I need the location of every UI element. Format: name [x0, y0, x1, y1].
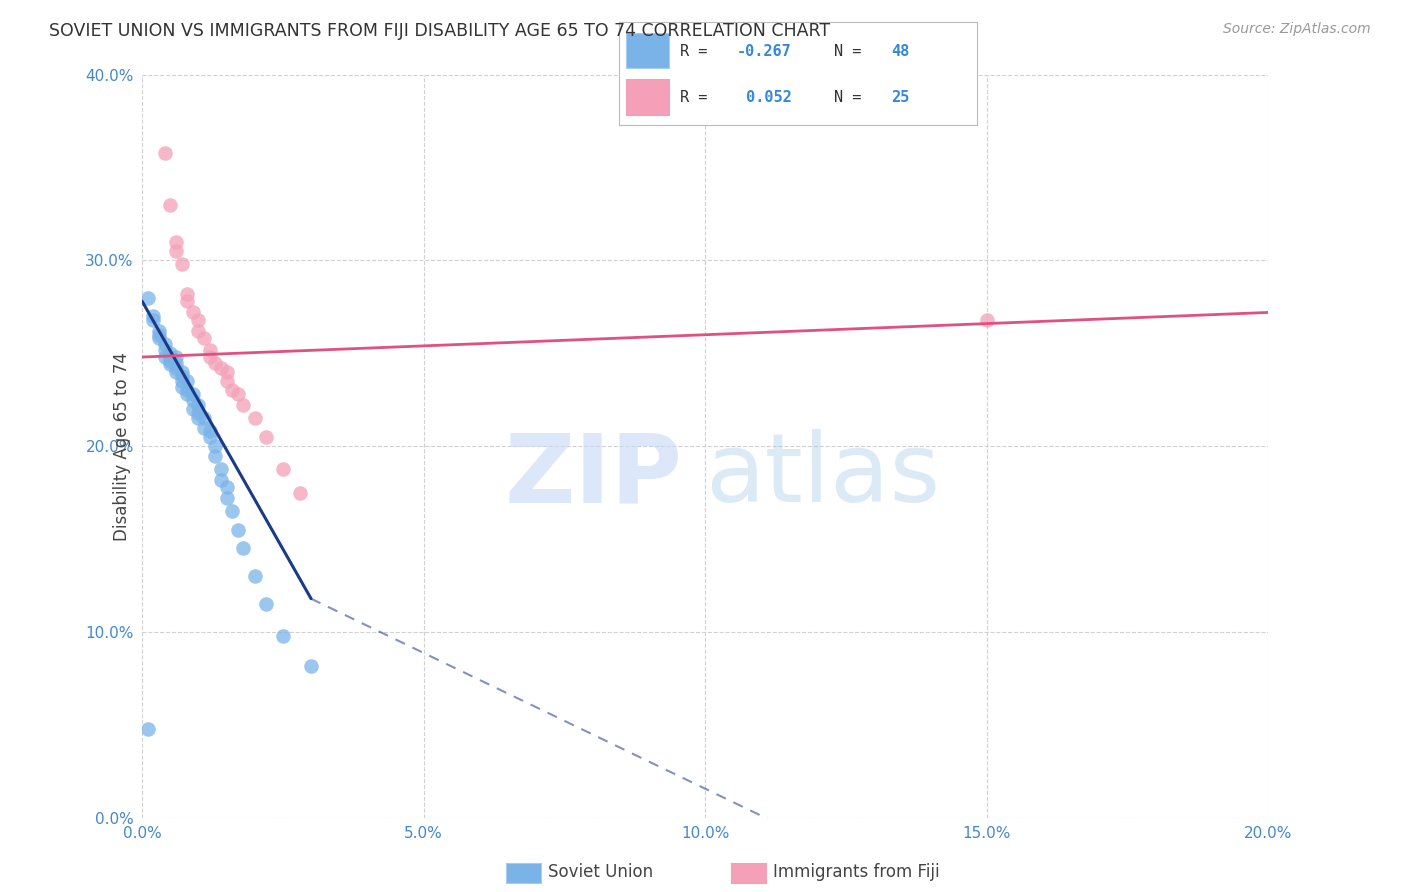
Text: SOVIET UNION VS IMMIGRANTS FROM FIJI DISABILITY AGE 65 TO 74 CORRELATION CHART: SOVIET UNION VS IMMIGRANTS FROM FIJI DIS… [49, 22, 831, 40]
FancyBboxPatch shape [626, 33, 669, 69]
Point [181, 387, 204, 401]
Point [165, 244, 187, 258]
Point [271, 461, 294, 475]
Text: 25: 25 [891, 90, 910, 104]
Point [209, 473, 232, 487]
Point [221, 504, 243, 518]
Point [299, 658, 322, 673]
Text: 0.052: 0.052 [737, 90, 792, 104]
Point [204, 356, 226, 370]
Point [159, 353, 181, 368]
Point [254, 597, 277, 611]
Text: Immigrants from Fiji: Immigrants from Fiji [773, 863, 941, 881]
Text: ZIP: ZIP [505, 429, 683, 523]
Point [153, 337, 176, 351]
Point [232, 398, 254, 412]
Point [170, 380, 193, 394]
Point [165, 365, 187, 379]
Y-axis label: Disability Age 65 to 74: Disability Age 65 to 74 [112, 351, 131, 541]
Point [226, 523, 249, 537]
Point [243, 569, 266, 583]
Point [187, 411, 209, 425]
Point [193, 420, 215, 434]
Text: atlas: atlas [706, 429, 941, 523]
Point [176, 286, 198, 301]
Point [153, 350, 176, 364]
Point [193, 411, 215, 425]
Point [187, 406, 209, 420]
Point [198, 430, 221, 444]
Point [176, 384, 198, 398]
Point [271, 629, 294, 643]
Point [153, 343, 176, 357]
Point [215, 491, 238, 506]
Point [170, 374, 193, 388]
Point [198, 350, 221, 364]
Point [181, 402, 204, 417]
FancyBboxPatch shape [626, 78, 669, 114]
Point [136, 291, 159, 305]
Point [176, 387, 198, 401]
Point [976, 313, 998, 327]
Text: Soviet Union: Soviet Union [548, 863, 654, 881]
Point [226, 387, 249, 401]
Point [176, 294, 198, 309]
Point [215, 480, 238, 494]
Point [136, 722, 159, 736]
Point [209, 361, 232, 376]
Point [176, 374, 198, 388]
Text: -0.267: -0.267 [737, 44, 792, 59]
Point [170, 257, 193, 271]
Point [142, 309, 165, 323]
Point [215, 365, 238, 379]
Text: R =: R = [679, 44, 716, 59]
Point [181, 305, 204, 319]
Point [170, 368, 193, 383]
Point [148, 331, 170, 345]
Point [187, 398, 209, 412]
Point [165, 361, 187, 376]
Point [254, 430, 277, 444]
Text: Source: ZipAtlas.com: Source: ZipAtlas.com [1223, 22, 1371, 37]
Point [221, 384, 243, 398]
Point [215, 374, 238, 388]
Point [165, 356, 187, 370]
Point [148, 327, 170, 342]
Point [232, 541, 254, 556]
Point [288, 485, 311, 500]
Text: N =: N = [834, 44, 870, 59]
Point [193, 331, 215, 345]
Point [142, 313, 165, 327]
Text: N =: N = [834, 90, 870, 104]
Point [243, 411, 266, 425]
Point [165, 235, 187, 249]
Point [170, 365, 193, 379]
Point [159, 350, 181, 364]
Point [187, 324, 209, 338]
Point [159, 358, 181, 372]
Point [165, 350, 187, 364]
Legend:   R = -0.267   N = 48,   R =  0.052   N = 25: R = -0.267 N = 48, R = 0.052 N = 25 [659, 98, 931, 166]
Point [204, 449, 226, 463]
Point [198, 343, 221, 357]
Point [187, 313, 209, 327]
Point [209, 461, 232, 475]
Point [198, 425, 221, 439]
Point [204, 439, 226, 453]
Point [159, 197, 181, 211]
Point [153, 145, 176, 160]
Text: 48: 48 [891, 44, 910, 59]
Point [159, 346, 181, 360]
Text: R =: R = [679, 90, 716, 104]
Point [148, 324, 170, 338]
Point [181, 392, 204, 407]
